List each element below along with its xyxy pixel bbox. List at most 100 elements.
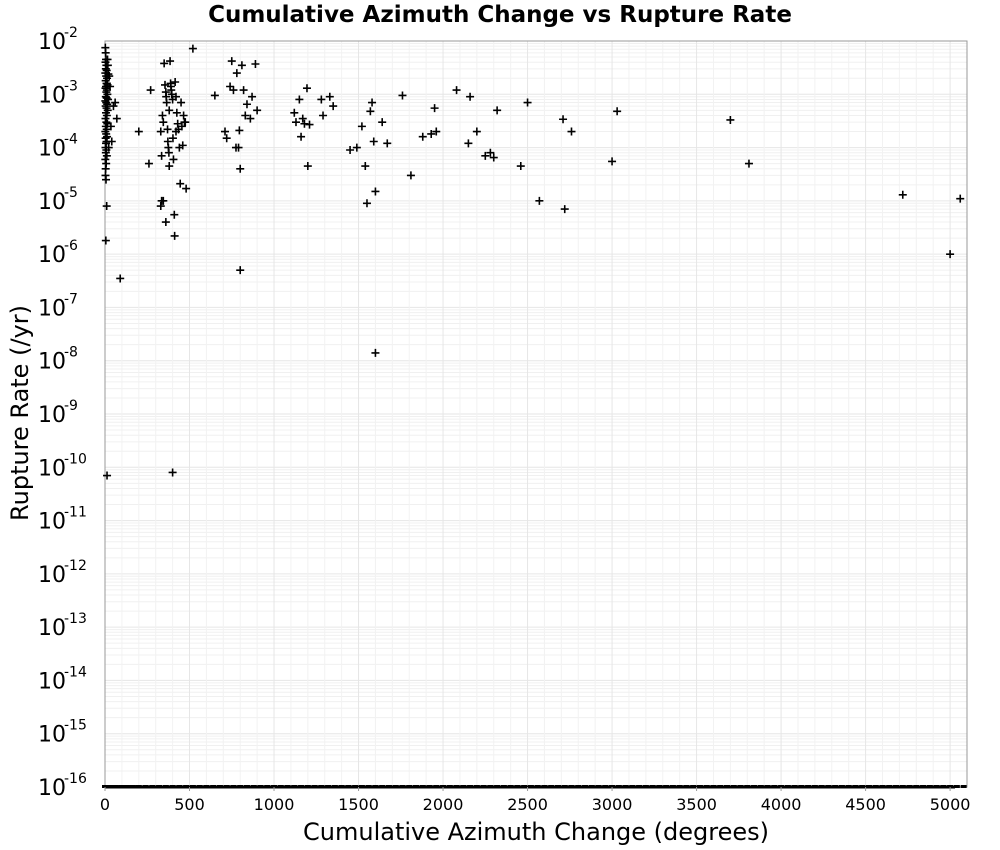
data-point (179, 111, 188, 120)
data-point (236, 266, 245, 275)
y-tick-label: 10 (38, 456, 66, 481)
data-point (161, 218, 170, 227)
data-point (101, 155, 110, 164)
x-tick-label: 2500 (507, 795, 548, 814)
y-tick-exponent: -16 (64, 771, 87, 787)
y-tick-label: 10 (38, 296, 66, 321)
x-tick-label: 3000 (592, 795, 633, 814)
y-tick-exponent: -6 (64, 238, 78, 254)
data-point (481, 151, 490, 160)
data-point (362, 199, 371, 208)
data-point (898, 190, 907, 199)
data-point (158, 111, 167, 120)
data-point (134, 127, 143, 136)
data-point (346, 146, 355, 155)
data-point (608, 157, 617, 166)
y-tick-label: 10 (38, 403, 66, 428)
y-tick-label: 10 (38, 30, 66, 55)
data-point (329, 102, 338, 111)
data-point (427, 129, 436, 138)
y-tick-exponent: -9 (64, 398, 78, 414)
x-tick-label: 4000 (761, 795, 802, 814)
y-tick-label: 10 (38, 243, 66, 268)
data-point (222, 134, 231, 143)
data-point (357, 122, 366, 131)
data-point (613, 107, 622, 116)
data-point (102, 175, 111, 184)
baseline-point (960, 785, 967, 788)
data-point (317, 95, 326, 104)
data-point (109, 102, 118, 111)
y-tick-exponent: -8 (64, 345, 78, 361)
y-tick-exponent: -2 (64, 25, 78, 41)
data-point (227, 57, 236, 66)
data-point (236, 164, 245, 173)
data-point (164, 148, 173, 157)
data-point (325, 92, 334, 101)
data-point (157, 151, 166, 160)
y-tick-label: 10 (38, 616, 66, 641)
data-point (486, 148, 495, 157)
data-point (101, 236, 110, 245)
data-point (169, 155, 178, 164)
y-tick-label: 10 (38, 190, 66, 215)
y-tick-label: 10 (38, 723, 66, 748)
data-point (248, 92, 257, 101)
data-point (466, 92, 475, 101)
data-point (102, 202, 111, 211)
x-tick-label: 1000 (254, 795, 295, 814)
data-point (165, 162, 174, 171)
x-tick-label: 2000 (423, 795, 464, 814)
data-point (493, 106, 502, 115)
data-point (418, 132, 427, 141)
y-tick-exponent: -4 (64, 132, 78, 148)
data-point (172, 108, 181, 117)
data-point (383, 139, 392, 148)
chart-title: Cumulative Azimuth Change vs Rupture Rat… (208, 2, 792, 28)
data-point (251, 60, 260, 69)
baseline-band (105, 785, 955, 789)
y-tick-exponent: -12 (64, 558, 87, 574)
y-tick-exponent: -13 (64, 611, 87, 627)
data-point (235, 126, 244, 135)
x-tick-label: 5000 (930, 795, 971, 814)
data-point (171, 92, 180, 101)
data-point (210, 91, 219, 100)
data-point (156, 202, 165, 211)
y-tick-label: 10 (38, 563, 66, 588)
data-point (560, 205, 569, 214)
data-point (229, 86, 238, 95)
data-point (104, 143, 113, 152)
data-point (103, 61, 112, 70)
x-axis-label: Cumulative Azimuth Change (degrees) (303, 818, 769, 846)
data-point (161, 80, 170, 89)
data-point (295, 95, 304, 104)
data-point (368, 98, 377, 107)
data-point (559, 115, 568, 124)
data-point (523, 98, 532, 107)
data-point (234, 143, 243, 152)
data-point (535, 196, 544, 205)
data-point (305, 120, 314, 129)
minor-gridlines (105, 42, 967, 772)
data-point (102, 151, 111, 160)
data-point (101, 114, 110, 123)
y-tick-label: 10 (38, 669, 66, 694)
data-point (253, 106, 262, 115)
data-point (171, 127, 180, 136)
data-point (144, 159, 153, 168)
data-point (177, 98, 186, 107)
y-tick-exponent: -11 (64, 505, 87, 521)
x-tick-label: 3500 (676, 795, 717, 814)
y-tick-label: 10 (38, 510, 66, 535)
data-point (168, 134, 177, 143)
y-tick-labels: 10-210-310-410-510-610-710-810-910-1010-… (38, 25, 87, 801)
data-point (181, 118, 190, 127)
data-point (366, 107, 375, 116)
data-point (237, 61, 246, 70)
data-point (221, 127, 230, 136)
data-point (105, 72, 114, 81)
y-tick-exponent: -15 (64, 718, 87, 734)
data-point (744, 159, 753, 168)
